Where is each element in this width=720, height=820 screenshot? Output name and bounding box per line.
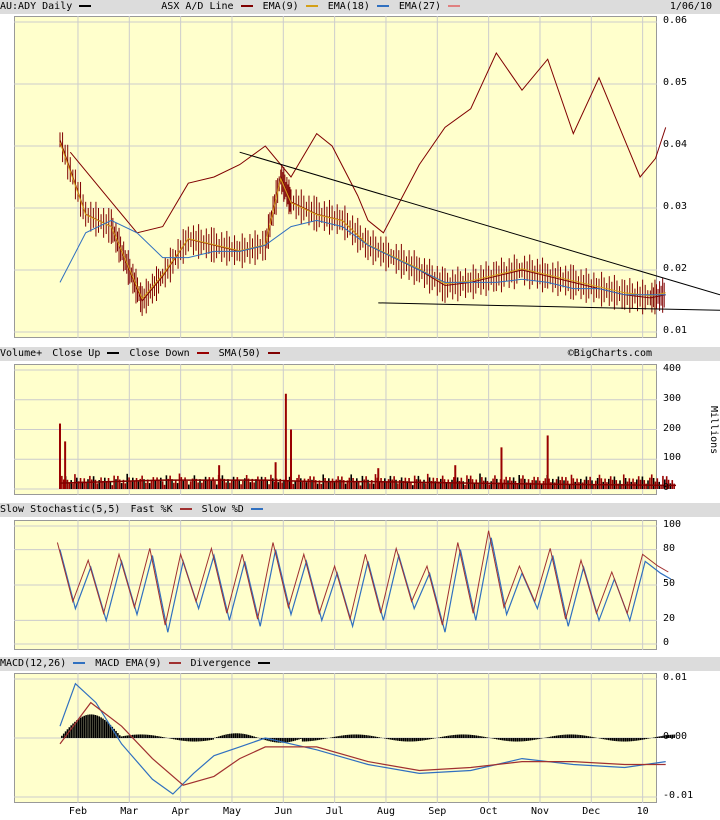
y-tick-label: 100 <box>663 452 682 464</box>
x-tick-label: Aug <box>376 806 395 817</box>
divergence-label: Divergence <box>190 658 251 669</box>
volume-units: Millions <box>708 406 719 455</box>
y-tick-label: 0 <box>663 482 670 493</box>
y-tick-label: 20 <box>663 613 676 625</box>
y-tick-label: 0.06 <box>663 15 688 26</box>
price-panel <box>14 16 657 338</box>
stoch-slow-line <box>59 537 672 633</box>
volume-header: Volume+ Close Up Close Down SMA(50) ©Big… <box>0 347 720 361</box>
y-tick-label: -0.01 <box>663 790 694 801</box>
ema18-series-line <box>59 142 666 300</box>
stochastic-header: Slow Stochastic(5,5) Fast %K Slow %D <box>0 503 720 517</box>
y-tick-label: 0.04 <box>663 139 688 150</box>
y-tick-label: 80 <box>663 542 676 554</box>
y-tick-label: 0 <box>663 637 670 648</box>
bigcharts-credit: ©BigCharts.com <box>567 348 652 359</box>
stochastic-label: Slow Stochastic(5,5) <box>0 504 121 515</box>
ad-series-line <box>69 51 667 234</box>
y-tick-label: 100 <box>663 519 682 530</box>
x-tick-label: Dec <box>582 806 601 817</box>
y-tick-label: 0.01 <box>663 325 688 336</box>
close-down-label: Close Down <box>129 348 190 359</box>
y-tick-label: 200 <box>663 422 682 434</box>
y-tick-label: 0.03 <box>663 201 688 212</box>
y-tick-label: 0.02 <box>663 263 688 274</box>
x-tick-label: Apr <box>171 806 190 817</box>
close-up-label: Close Up <box>52 348 101 359</box>
x-tick-label: Feb <box>68 806 87 817</box>
y-tick-label: 0.01 <box>663 672 688 683</box>
ema-line <box>59 701 666 786</box>
x-tick-label: Jun <box>274 806 293 817</box>
y-tick-label: 0.05 <box>663 77 688 88</box>
symbol-label: AU:ADY Daily <box>0 1 73 12</box>
volume-label: Volume+ <box>0 348 43 359</box>
price-header: AU:ADY Daily ASX A/D Line EMA(9) EMA(18)… <box>0 0 720 14</box>
trendline-0 <box>239 151 720 296</box>
volume-sma-line <box>59 479 677 487</box>
price-series-line <box>59 139 666 302</box>
x-tick-label: Oct <box>479 806 498 817</box>
ad-line-label: ASX A/D Line <box>161 1 234 12</box>
stoch-fast-line <box>56 530 669 626</box>
ema18-label: EMA(18) <box>327 1 370 12</box>
chart-date: 1/06/10 <box>669 1 712 12</box>
x-tick-label: May <box>222 806 241 817</box>
x-tick-label: Sep <box>428 806 447 817</box>
trendline-1 <box>378 302 720 311</box>
fast-k-label: Fast %K <box>130 504 173 515</box>
y-tick-label: 50 <box>663 578 676 589</box>
macd-line <box>59 682 666 795</box>
ema9-label: EMA(9) <box>262 1 299 12</box>
macd-header: MACD(12,26) MACD EMA(9) Divergence <box>0 657 720 671</box>
ema27-series-line <box>59 219 666 296</box>
y-tick-label: 300 <box>663 392 682 404</box>
y-tick-label: 400 <box>663 363 682 374</box>
macd-ema-label: MACD EMA(9) <box>95 658 162 669</box>
x-tick-label: Mar <box>120 806 139 817</box>
sma-label: SMA(50) <box>218 348 261 359</box>
x-tick-label: Nov <box>530 806 549 817</box>
ema27-label: EMA(27) <box>398 1 442 12</box>
y-tick-label: 0.00 <box>663 731 688 742</box>
slow-d-label: Slow %D <box>201 504 244 515</box>
x-tick-label: Jul <box>325 806 344 817</box>
macd-label: MACD(12,26) <box>0 658 67 669</box>
x-tick-label: 10 <box>636 806 649 817</box>
